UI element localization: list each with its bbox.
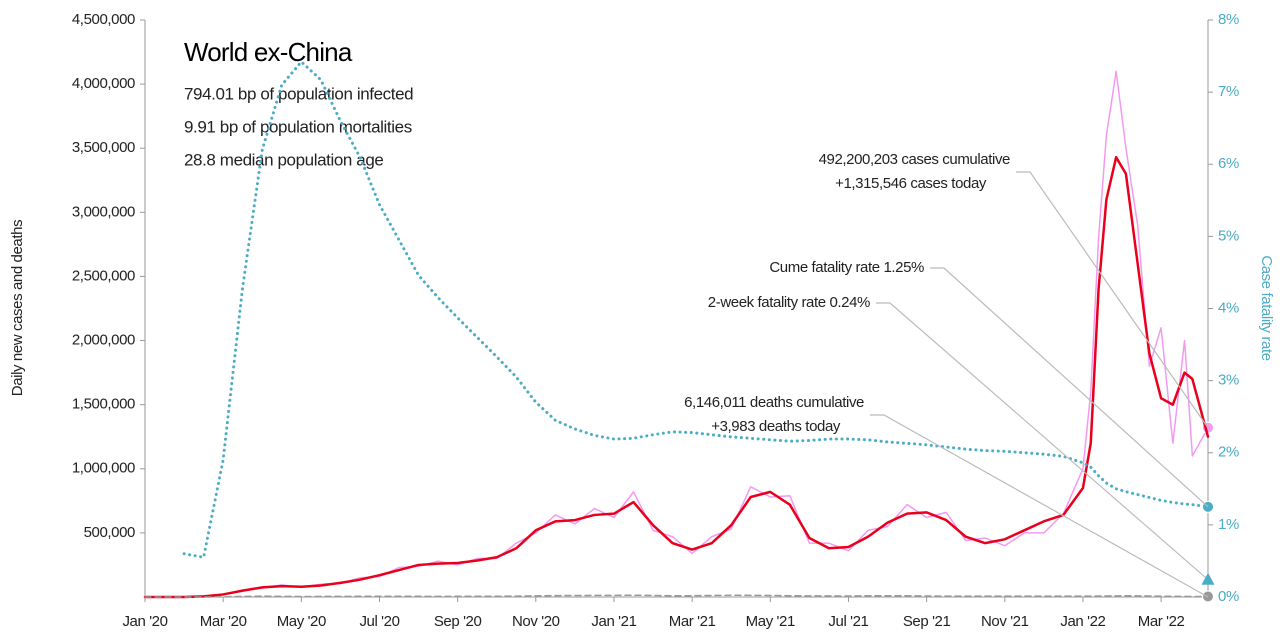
y2-tick-label: 0%: [1218, 588, 1239, 605]
subtitle: 28.8 median population age: [184, 150, 383, 169]
y2-tick-label: 3%: [1218, 372, 1239, 389]
y-tick-label: 1,000,000: [72, 460, 135, 477]
x-tick-label: Jul '21: [828, 613, 868, 630]
y2-tick-label: 2%: [1218, 444, 1239, 461]
y-tick-label: 4,500,000: [72, 11, 135, 28]
x-tick-label: Sep '21: [903, 613, 951, 630]
y-tick-label: 4,000,000: [72, 75, 135, 92]
x-tick-label: Sep '20: [434, 613, 482, 630]
y-tick-label: 500,000: [84, 524, 135, 541]
subtitle: 794.01 bp of population infected: [184, 84, 413, 103]
y2-tick-label: 8%: [1218, 11, 1239, 28]
annotation: +3,983 deaths today: [711, 418, 841, 435]
x-tick-label: Mar '21: [669, 613, 716, 630]
y-tick-label: 1,500,000: [72, 396, 135, 413]
x-tick-label: Mar '20: [200, 613, 247, 630]
x-tick-label: Jul '20: [359, 613, 399, 630]
triangle-marker: [1201, 572, 1215, 585]
series-line: [144, 70, 1209, 598]
x-tick-label: Nov '20: [512, 613, 560, 630]
x-tick-label: Jan '21: [591, 613, 636, 630]
y2-tick-label: 6%: [1218, 155, 1239, 172]
x-tick-label: Jan '20: [122, 613, 167, 630]
leader-line: [870, 414, 1209, 598]
x-tick-label: May '20: [277, 613, 326, 630]
y-axis-label: Daily new cases and deaths: [9, 220, 26, 396]
y-tick-label: 2,500,000: [72, 267, 135, 284]
annotation: 492,200,203 cases cumulative: [819, 151, 1010, 168]
x-tick-label: Nov '21: [981, 613, 1029, 630]
y-tick-label: 3,500,000: [72, 139, 135, 156]
y2-tick-label: 7%: [1218, 83, 1239, 100]
y2-tick-label: 5%: [1218, 227, 1239, 244]
series-line: [143, 155, 1210, 599]
subtitle: 9.91 bp of population mortalities: [184, 117, 412, 136]
annotation: Cume fatality rate 1.25%: [769, 259, 924, 276]
y-tick-label: 2,000,000: [72, 332, 135, 349]
leader-line: [1016, 171, 1209, 429]
series-line: [182, 60, 1210, 559]
leader-line: [876, 302, 1209, 581]
x-tick-label: May '21: [746, 613, 795, 630]
y2-tick-label: 1%: [1218, 516, 1239, 533]
y-tick-label: 3,000,000: [72, 203, 135, 220]
x-tick-label: Jan '22: [1060, 613, 1105, 630]
series-line: [144, 594, 1209, 598]
leader-line: [930, 267, 1209, 508]
y2-axis-label: Case fatality rate: [1258, 255, 1275, 360]
x-tick-label: Mar '22: [1138, 613, 1185, 630]
annotation: 6,146,011 deaths cumulative: [684, 394, 864, 411]
chart-title: World ex-China: [184, 37, 353, 67]
y2-tick-label: 4%: [1218, 299, 1239, 316]
annotation: +1,315,546 cases today: [835, 175, 987, 192]
annotation: 2-week fatality rate 0.24%: [708, 294, 870, 311]
